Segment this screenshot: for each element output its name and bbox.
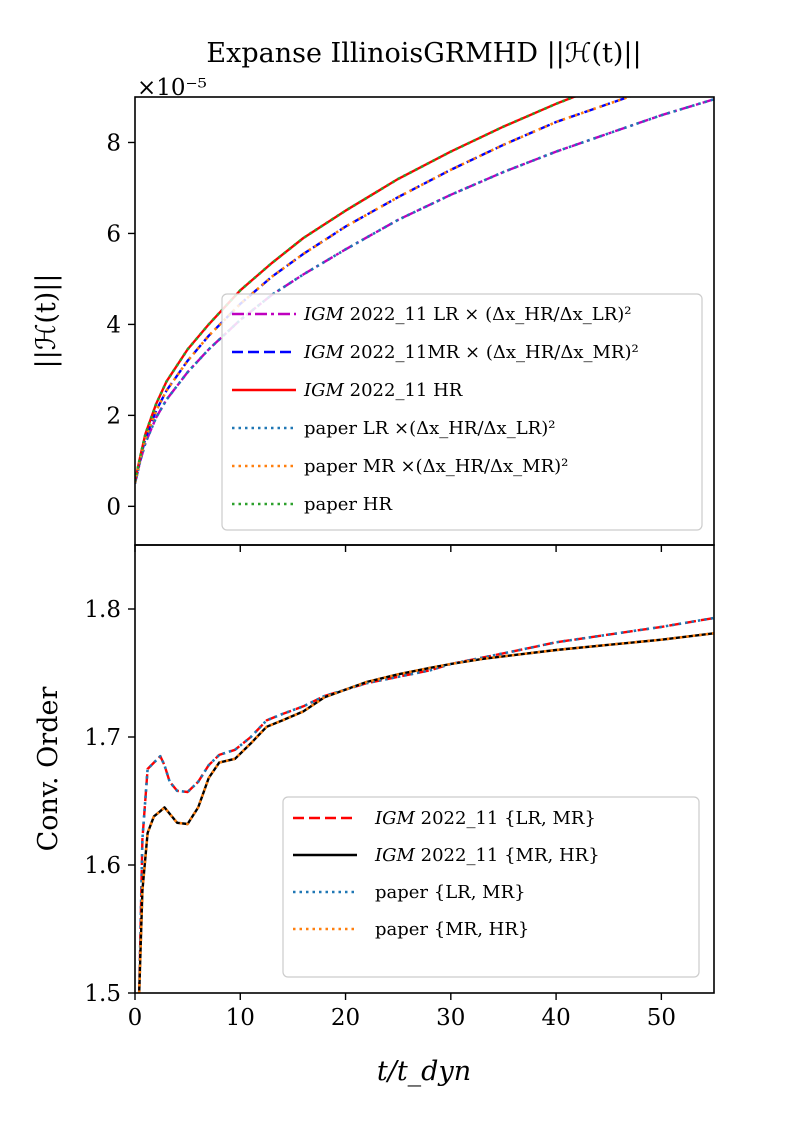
x-tick-label: 50 [647,1005,676,1031]
x-tick-label: 40 [541,1005,570,1031]
y-tick-label: 2 [106,403,121,429]
axis-ticks: 0 2 4 6 8 1.5 1.6 1.7 1.8 0 10 20 30 40 50 [84,130,676,1031]
x-tick-label: 10 [226,1005,255,1031]
legend-frame [221,293,703,531]
x-tick-label: 20 [331,1005,360,1031]
top-panel-lines [135,97,714,484]
legend-label: paper HR [304,494,392,515]
y-tick-label: 1.6 [84,853,121,879]
series-line-1-3 [137,632,714,993]
legend-label: IGM 2022_11 LR × (Δx_HR/Δx_LR)² [303,304,632,325]
bottom-legend: IGM 2022_11 {LR, MR} IGM 2022_11 {MR, HR}… [282,796,700,978]
legend-label: paper {LR, MR} [375,882,526,903]
y-tick-label: 1.8 [84,597,121,623]
bottom-axes-frame [134,544,715,994]
series-line-1-2 [137,616,714,993]
legend-label: paper MR ×(Δx_HR/Δx_MR)² [304,456,568,477]
legend-label: IGM 2022_11 {LR, MR} [374,808,596,829]
legend-label: IGM 2022_11MR × (Δx_HR/Δx_MR)² [303,342,639,363]
legend-label: paper {MR, HR} [375,919,529,940]
series-line-0-2 [135,97,577,482]
bottom-panel-lines [137,616,714,993]
y-tick-label: 4 [106,312,121,338]
series-line-0-4 [135,97,633,483]
legend-label: paper LR ×(Δx_HR/Δx_LR)² [304,418,555,439]
bottom-y-axis-label: Conv. Order [33,687,64,852]
y-tick-label: 1.5 [84,981,121,1007]
y-tick-label: 8 [106,130,121,156]
top-legend: IGM 2022_11 LR × (Δx_HR/Δx_LR)² IGM 2022_… [221,293,703,531]
series-line-0-3 [135,98,714,484]
legend-frame [282,796,700,978]
chart-title: Expanse IllinoisGRMHD ||ℋ(t)|| [206,38,641,69]
x-tick-label: 0 [128,1005,143,1031]
y-tick-label: 0 [106,494,121,520]
top-y-axis-label: ||ℋ(t)|| [31,274,62,369]
y-tick-label: 6 [106,221,121,247]
x-tick-label: 30 [436,1005,465,1031]
x-axis-label: t/t_dyn [377,1056,471,1087]
y-tick-label: 1.7 [84,725,121,751]
legend-label: IGM 2022_11 HR [303,380,463,401]
series-line-0-0 [135,98,714,484]
legend-label: IGM 2022_11 {MR, HR} [374,845,600,866]
